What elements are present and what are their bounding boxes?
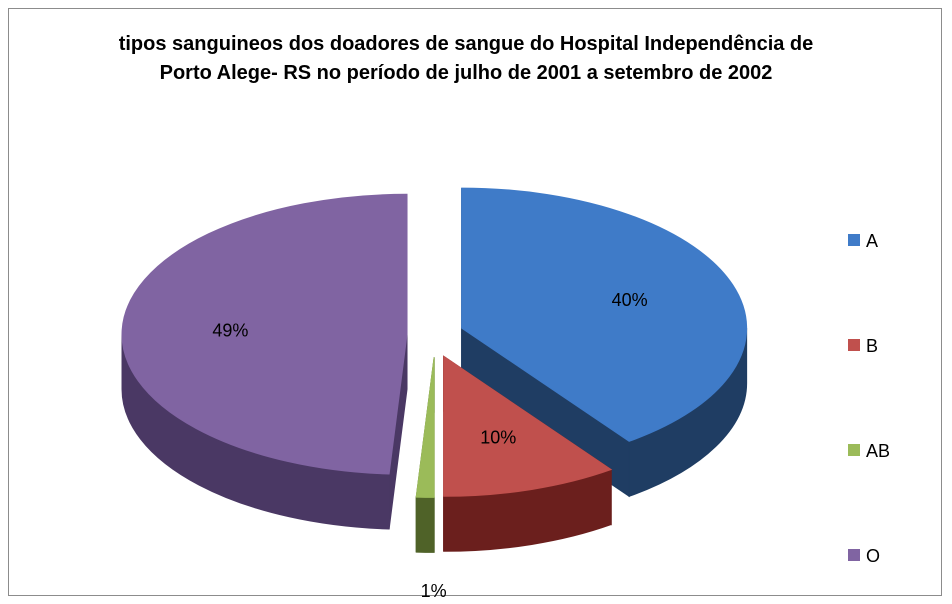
data-label: 10% — [480, 428, 516, 448]
legend-label: AB — [866, 441, 890, 461]
legend-swatch — [848, 549, 860, 561]
legend-swatch — [848, 444, 860, 456]
slice-top — [443, 355, 613, 497]
chart-title: tipos sanguineos dos doadores de sangue … — [118, 33, 814, 84]
legend-label: O — [866, 546, 880, 566]
slice — [415, 357, 435, 553]
data-label: 40% — [612, 290, 648, 310]
legend-label: A — [866, 231, 878, 251]
chart-frame — [8, 8, 942, 596]
legend-swatch — [848, 339, 860, 351]
data-label: 49% — [212, 320, 248, 340]
slice-top — [121, 193, 408, 475]
legend-swatch — [848, 234, 860, 246]
slice — [121, 193, 408, 530]
slice — [443, 355, 613, 552]
data-label: 1% — [421, 581, 447, 601]
slice-top — [415, 357, 435, 498]
slice-outer-wall — [415, 496, 435, 553]
slice-top — [461, 187, 748, 442]
legend-label: B — [866, 336, 878, 356]
